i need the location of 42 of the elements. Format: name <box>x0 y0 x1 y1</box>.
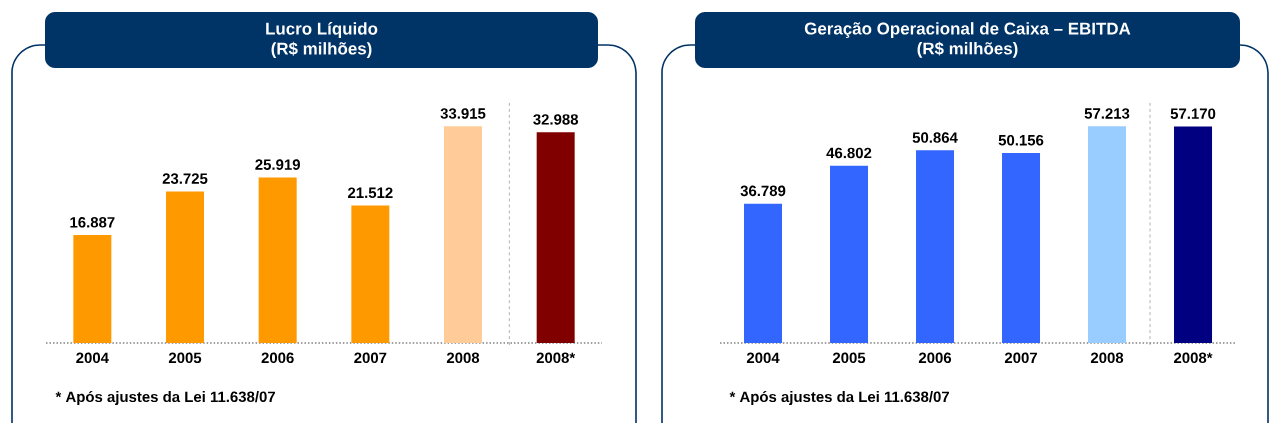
x-tick-label: 2007 <box>354 352 387 364</box>
bar <box>1088 126 1127 343</box>
x-tick-label: 2007 <box>1004 352 1037 364</box>
bar <box>351 205 390 343</box>
bar <box>536 132 575 343</box>
bar <box>744 203 783 343</box>
bar <box>73 235 112 343</box>
bar <box>916 150 955 343</box>
data-label: 57.170 <box>1170 108 1216 119</box>
data-label: 32.988 <box>533 114 579 125</box>
text: * Após ajustes da Lei 11.638/07 <box>729 390 949 406</box>
x-tick-label: 2006 <box>261 352 294 364</box>
data-label: 36.789 <box>740 185 786 197</box>
chart-subtitle: (R$ milhões) <box>271 41 372 58</box>
data-label: 46.802 <box>826 147 872 159</box>
data-label: 33.915 <box>440 108 486 119</box>
x-tick-label: 2005 <box>832 352 866 364</box>
data-label: 57.213 <box>1084 108 1130 119</box>
bar <box>258 177 297 343</box>
x-tick-label: 2008 <box>446 352 480 364</box>
x-tick-label: 2008* <box>1174 352 1213 364</box>
data-label: 50.864 <box>912 132 958 143</box>
x-tick-label: 2005 <box>168 352 202 364</box>
x-tick-label: 2008 <box>1090 352 1124 364</box>
data-label: 50.156 <box>998 134 1044 146</box>
chart-subtitle: (R$ milhões) <box>917 41 1018 58</box>
bar <box>166 191 205 343</box>
bar <box>1174 126 1213 343</box>
chart-title: Geração Operacional de Caixa – EBITDA <box>804 22 1131 38</box>
bar <box>444 126 483 343</box>
bar <box>830 165 869 343</box>
text: * Após ajustes da Lei 11.638/07 <box>55 390 275 406</box>
x-tick-label: 2008* <box>536 352 576 364</box>
x-tick-label: 2004 <box>76 352 109 364</box>
bar <box>1002 153 1041 343</box>
data-label: 25.919 <box>255 159 300 170</box>
chart-title: Lucro Líquido <box>266 22 378 39</box>
data-label: 16.887 <box>70 217 115 228</box>
x-tick-label: 2006 <box>918 352 952 364</box>
x-tick-label: 2004 <box>746 352 780 364</box>
data-label: 23.725 <box>162 173 208 184</box>
data-label: 21.512 <box>348 187 393 199</box>
